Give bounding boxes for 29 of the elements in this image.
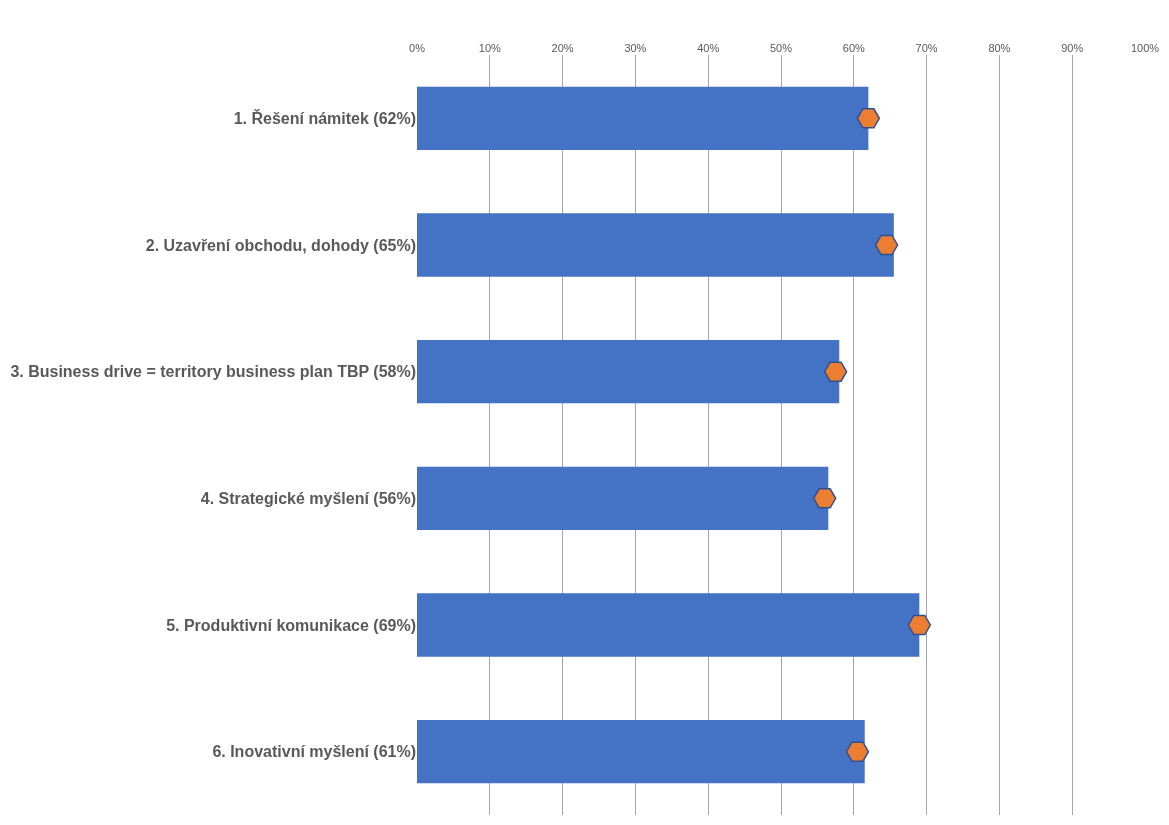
- point: [856, 108, 881, 129]
- y-tick-label: 5. Produktivní komunikace (69%): [166, 616, 416, 634]
- x-tick-label: 20%: [551, 41, 574, 54]
- bar: [417, 720, 865, 784]
- bar: [417, 86, 869, 150]
- bar: [417, 466, 829, 530]
- y-tick-label: 2. Uzavření obchodu, dohody (65%): [145, 236, 416, 254]
- point: [874, 234, 899, 256]
- x-tick-label: 40%: [697, 41, 720, 54]
- y-tick-label: 1. Řešení námitek (62%): [233, 108, 416, 127]
- x-tick-label: 70%: [915, 41, 938, 54]
- x-tick-label: 60%: [842, 41, 866, 54]
- bar: [417, 340, 840, 404]
- point: [823, 361, 848, 382]
- x-tick-label: 90%: [1061, 41, 1084, 54]
- point: [812, 488, 837, 509]
- x-tick-label: 50%: [769, 41, 793, 54]
- y-tick-label: 3. Business drive = territory business plan TBP (58%): [10, 363, 416, 381]
- x-tick-label: 80%: [988, 41, 1011, 54]
- x-tick-label: 0%: [409, 41, 426, 54]
- x-tick-label: 100%: [1130, 41, 1160, 54]
- x-tick-label: 10%: [478, 41, 502, 54]
- bar: [417, 213, 894, 277]
- y-tick-label: 6. Inovativní myšlení (61%): [212, 743, 416, 761]
- point: [845, 741, 870, 762]
- point: [907, 614, 932, 636]
- y-tick-label: 4. Strategické myšlení (56%): [200, 489, 416, 507]
- x-tick-label: 30%: [624, 41, 647, 54]
- bar: [417, 593, 920, 657]
